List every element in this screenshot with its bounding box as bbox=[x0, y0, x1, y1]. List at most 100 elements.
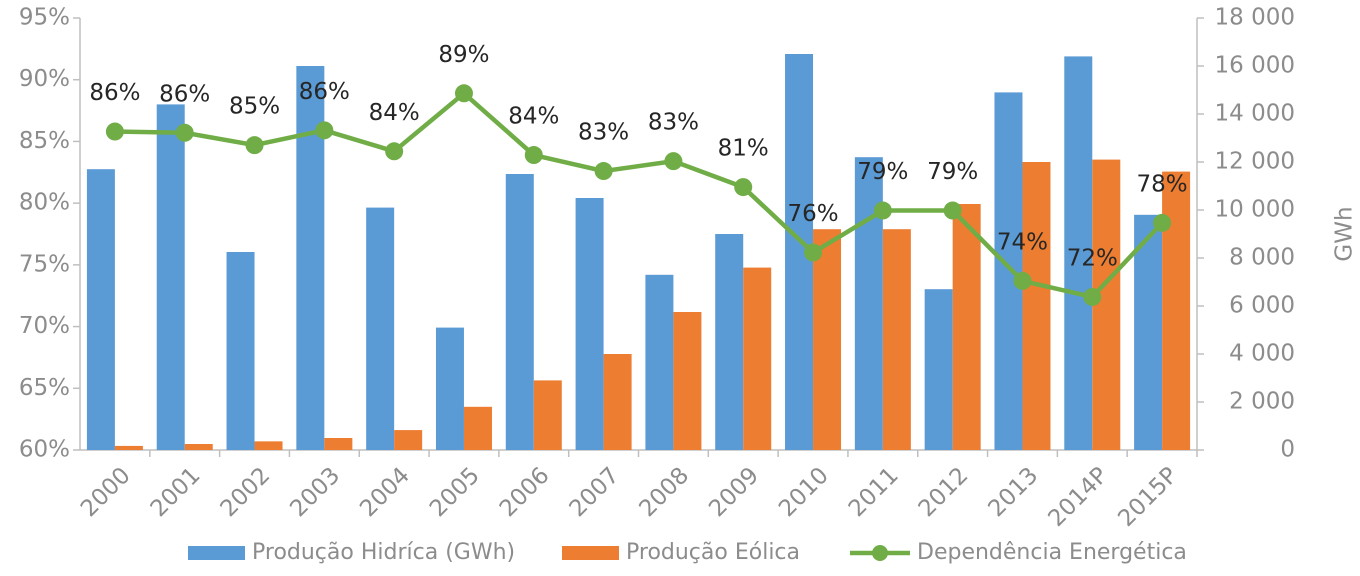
data-label: 79% bbox=[857, 159, 908, 185]
bar bbox=[394, 430, 423, 450]
x-tick-label: 2012 bbox=[914, 462, 974, 522]
bar bbox=[366, 207, 395, 450]
x-tick-label: 2009 bbox=[704, 462, 764, 522]
bar bbox=[924, 289, 953, 450]
bar bbox=[533, 380, 562, 450]
bar bbox=[435, 327, 464, 450]
marker bbox=[315, 121, 334, 140]
marker bbox=[734, 178, 753, 197]
marker bbox=[1153, 213, 1172, 232]
x-tick-label: 2014P bbox=[1044, 462, 1114, 532]
data-label: 72% bbox=[1067, 245, 1118, 271]
bar bbox=[505, 174, 534, 450]
bar bbox=[994, 92, 1023, 451]
bar bbox=[184, 444, 213, 450]
bar bbox=[463, 406, 492, 450]
x-tick-label: 2005 bbox=[425, 462, 485, 522]
y-tick-label: 95% bbox=[19, 5, 70, 31]
bar bbox=[1064, 56, 1093, 451]
y-tick-label: 70% bbox=[19, 313, 70, 339]
bar bbox=[1092, 159, 1121, 450]
bar bbox=[1134, 214, 1163, 450]
legend-label: Produção Hidríca (GWh) bbox=[252, 540, 515, 565]
bar bbox=[86, 169, 115, 450]
y2-tick-label: 14 000 bbox=[1215, 101, 1295, 127]
y2-tick-label: 8 000 bbox=[1229, 245, 1295, 271]
x-tick-label: 2007 bbox=[565, 462, 625, 522]
bar bbox=[324, 438, 353, 450]
x-tick-label: 2008 bbox=[634, 462, 694, 522]
marker bbox=[524, 146, 543, 165]
data-label: 86% bbox=[159, 81, 210, 107]
x-tick-label: 2001 bbox=[146, 462, 206, 522]
data-label: 86% bbox=[89, 80, 140, 106]
y2-tick-label: 16 000 bbox=[1215, 53, 1295, 79]
y2-tick-label: 2 000 bbox=[1229, 389, 1295, 415]
marker bbox=[1013, 271, 1032, 290]
data-label: 76% bbox=[787, 201, 838, 227]
y2-tick-label: 6 000 bbox=[1229, 293, 1295, 319]
x-tick-label: 2013 bbox=[984, 462, 1044, 522]
y2-tick-label: 18 000 bbox=[1215, 5, 1295, 31]
bar bbox=[575, 198, 604, 450]
data-label: 83% bbox=[648, 110, 699, 136]
x-tick-label: 2003 bbox=[285, 462, 345, 522]
data-label: 84% bbox=[369, 100, 420, 126]
bar bbox=[952, 204, 981, 450]
legend-label: Dependência Energética bbox=[917, 540, 1187, 565]
bar bbox=[603, 354, 632, 450]
y2-tick-label: 0 bbox=[1280, 437, 1295, 463]
bar bbox=[882, 229, 911, 450]
marker bbox=[664, 152, 683, 171]
data-label: 74% bbox=[997, 229, 1048, 255]
legend-label: Produção Eólica bbox=[626, 540, 800, 565]
y-tick-label: 60% bbox=[19, 437, 70, 463]
data-label: 81% bbox=[718, 136, 769, 162]
y2-tick-label: 4 000 bbox=[1229, 341, 1295, 367]
bar bbox=[156, 104, 185, 451]
y-tick-label: 85% bbox=[19, 128, 70, 154]
marker bbox=[175, 123, 194, 142]
y2-axis-label: GWh bbox=[1332, 206, 1358, 261]
x-tick-label: 2002 bbox=[216, 462, 276, 522]
y-tick-label: 75% bbox=[19, 251, 70, 277]
bar bbox=[226, 252, 255, 450]
line bbox=[114, 90, 1164, 300]
x-tick-label: 2000 bbox=[76, 462, 136, 522]
y-tick-label: 80% bbox=[19, 190, 70, 216]
x-tick-label: 2015P bbox=[1113, 462, 1183, 532]
data-label: 84% bbox=[508, 104, 559, 130]
bar bbox=[645, 274, 674, 450]
marker bbox=[873, 201, 892, 220]
bar bbox=[254, 441, 283, 450]
marker bbox=[454, 84, 473, 103]
marker bbox=[105, 122, 124, 141]
bar bbox=[1162, 171, 1191, 450]
bar bbox=[715, 234, 744, 450]
y2-tick-label: 12 000 bbox=[1215, 149, 1295, 175]
bar bbox=[673, 312, 702, 450]
marker bbox=[245, 136, 264, 155]
legend-swatch bbox=[562, 546, 619, 560]
y-tick-label: 90% bbox=[19, 66, 70, 92]
bar bbox=[743, 267, 772, 450]
y-tick-label: 65% bbox=[19, 375, 70, 401]
data-label: 78% bbox=[1137, 171, 1188, 197]
data-label: 79% bbox=[927, 159, 978, 185]
bar bbox=[813, 229, 842, 450]
bar bbox=[114, 445, 143, 450]
data-label: 86% bbox=[299, 79, 350, 105]
data-label: 89% bbox=[438, 42, 489, 68]
marker bbox=[594, 162, 613, 181]
marker bbox=[943, 201, 962, 220]
x-tick-label: 2011 bbox=[844, 462, 904, 522]
y2-tick-label: 10 000 bbox=[1215, 197, 1295, 223]
marker bbox=[1083, 287, 1102, 306]
marker bbox=[385, 142, 404, 161]
data-label: 83% bbox=[578, 120, 629, 146]
x-tick-label: 2006 bbox=[495, 462, 555, 522]
bar bbox=[854, 157, 883, 450]
marker bbox=[804, 243, 823, 262]
legend-swatch bbox=[188, 546, 245, 560]
